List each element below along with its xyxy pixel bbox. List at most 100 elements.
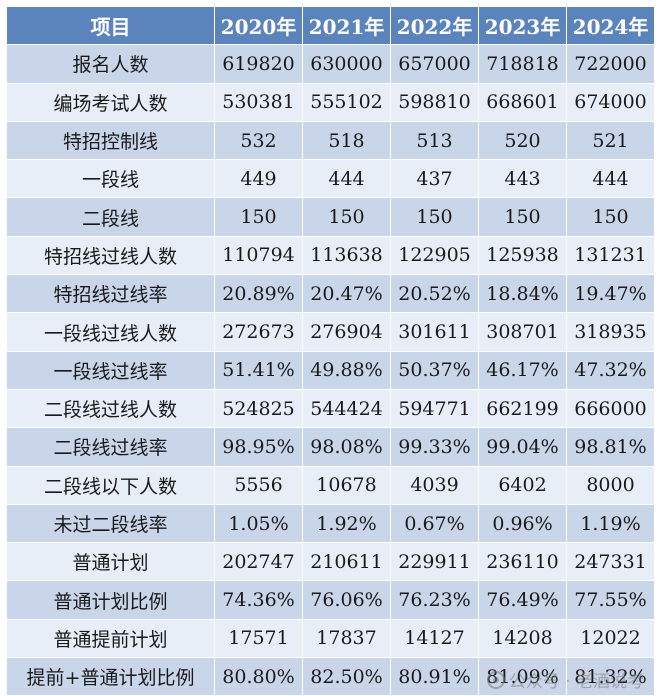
table-cell: 98.81% — [566, 427, 655, 467]
table-cell: 80.80% — [214, 657, 303, 696]
table-row: 编场考试人数 530381 555102 598810 668601 674000 — [6, 82, 655, 122]
table-cell: 98.95% — [214, 427, 303, 467]
column-header-2020: 2020年 — [214, 5, 303, 46]
table-cell: 14127 — [390, 618, 479, 659]
table-cell: 301611 — [390, 312, 479, 352]
table-cell: 99.04% — [478, 427, 567, 467]
table-cell: 1.05% — [214, 503, 303, 544]
table-cell: 51.41% — [214, 350, 303, 390]
table-cell: 47.32% — [566, 350, 655, 390]
table-cell: 80.91% — [390, 657, 479, 696]
row-label: 特招线过线率 — [6, 274, 215, 314]
table-row: 二段线过线人数 524825 544424 594771 662199 666000 — [6, 388, 655, 429]
table-body: 报名人数 619820 630000 657000 718818 722000 编场考试人数… — [6, 44, 655, 696]
row-label: 报名人数 — [6, 44, 215, 84]
table-cell: 532 — [214, 120, 303, 161]
table-cell: 19.47% — [566, 274, 655, 314]
row-label: 编场考试人数 — [6, 82, 215, 122]
table-row: 提前+普通计划比例 80.80% 82.50% 80.91% 81.09% 81.32% — [6, 657, 655, 696]
table-cell: 76.06% — [302, 580, 391, 620]
table-cell: 20.89% — [214, 274, 303, 314]
table-cell: 236110 — [478, 542, 567, 582]
table-row: 普通计划 202747 210611 229911 236110 247331 — [6, 542, 655, 582]
column-header-2021: 2021年 — [302, 5, 391, 46]
table-cell: 76.23% — [390, 580, 479, 620]
table-cell: 666000 — [566, 388, 655, 429]
table-cell: 662199 — [478, 388, 567, 429]
row-label: 二段线 — [6, 197, 215, 237]
table-cell: 594771 — [390, 388, 479, 429]
table-cell: 555102 — [302, 82, 391, 122]
table-row: 特招线过线人数 110794 113638 122905 125938 131231 — [6, 235, 655, 276]
table-cell: 657000 — [390, 44, 479, 84]
row-label: 二段线过线率 — [6, 427, 215, 467]
table-cell: 125938 — [478, 235, 567, 276]
table-cell: 50.37% — [390, 350, 479, 390]
table-row: 一段线过线率 51.41% 49.88% 50.37% 46.17% 47.32% — [6, 350, 655, 390]
column-header-item: 项目 — [6, 5, 215, 46]
table-cell: 150 — [214, 197, 303, 237]
table-cell: 530381 — [214, 82, 303, 122]
table-cell: 150 — [390, 197, 479, 237]
table-cell: 18.84% — [478, 274, 567, 314]
table-cell: 81.32% — [566, 657, 655, 696]
row-label: 一段线过线人数 — [6, 312, 215, 352]
table-cell: 513 — [390, 120, 479, 161]
table-cell: 0.67% — [390, 503, 479, 544]
statistics-table: 项目 2020年 2021年 2022年 2023年 2024年 报名人数 619… — [6, 5, 655, 696]
table-cell: 4039 — [390, 465, 479, 505]
table-cell: 598810 — [390, 82, 479, 122]
table-cell: 0.96% — [478, 503, 567, 544]
table-cell: 674000 — [566, 82, 655, 122]
table-cell: 10678 — [302, 465, 391, 505]
table-header-row: 项目 2020年 2021年 2022年 2023年 2024年 — [6, 5, 655, 46]
table-cell: 150 — [478, 197, 567, 237]
table-cell: 82.50% — [302, 657, 391, 696]
table-cell: 444 — [566, 159, 655, 199]
table-cell: 276904 — [302, 312, 391, 352]
row-label: 普通计划 — [6, 542, 215, 582]
table-cell: 308701 — [478, 312, 567, 352]
table-row: 未过二段线率 1.05% 1.92% 0.67% 0.96% 1.19% — [6, 503, 655, 544]
table-cell: 77.55% — [566, 580, 655, 620]
table-cell: 210611 — [302, 542, 391, 582]
row-label: 特招控制线 — [6, 120, 215, 161]
table-cell: 668601 — [478, 82, 567, 122]
table-cell: 318935 — [566, 312, 655, 352]
table-cell: 5556 — [214, 465, 303, 505]
table-cell: 131231 — [566, 235, 655, 276]
table-cell: 20.47% — [302, 274, 391, 314]
row-label: 二段线过线人数 — [6, 388, 215, 429]
table-cell: 272673 — [214, 312, 303, 352]
table-cell: 14208 — [478, 618, 567, 659]
table-cell: 12022 — [566, 618, 655, 659]
table-row: 二段线过线率 98.95% 98.08% 99.33% 99.04% 98.81% — [6, 427, 655, 467]
table-cell: 518 — [302, 120, 391, 161]
table-cell: 17571 — [214, 618, 303, 659]
table-cell: 437 — [390, 159, 479, 199]
table-cell: 17837 — [302, 618, 391, 659]
table-cell: 202747 — [214, 542, 303, 582]
row-label: 普通提前计划 — [6, 618, 215, 659]
table-cell: 150 — [566, 197, 655, 237]
row-label: 一段线 — [6, 159, 215, 199]
table-row: 一段线 449 444 437 443 444 — [6, 159, 655, 199]
column-header-2024: 2024年 — [566, 5, 655, 46]
row-label: 特招线过线人数 — [6, 235, 215, 276]
table-container: 项目 2020年 2021年 2022年 2023年 2024年 报名人数 619… — [6, 5, 655, 696]
table-row: 一段线过线人数 272673 276904 301611 308701 318935 — [6, 312, 655, 352]
table-cell: 544424 — [302, 388, 391, 429]
table-cell: 6402 — [478, 465, 567, 505]
table-cell: 8000 — [566, 465, 655, 505]
table-cell: 49.88% — [302, 350, 391, 390]
table-cell: 113638 — [302, 235, 391, 276]
table-row: 报名人数 619820 630000 657000 718818 722000 — [6, 44, 655, 84]
table-cell: 630000 — [302, 44, 391, 84]
table-cell: 1.19% — [566, 503, 655, 544]
table-cell: 150 — [302, 197, 391, 237]
table-cell: 619820 — [214, 44, 303, 84]
row-label: 未过二段线率 — [6, 503, 215, 544]
table-cell: 1.92% — [302, 503, 391, 544]
table-row: 二段线以下人数 5556 10678 4039 6402 8000 — [6, 465, 655, 505]
table-cell: 449 — [214, 159, 303, 199]
